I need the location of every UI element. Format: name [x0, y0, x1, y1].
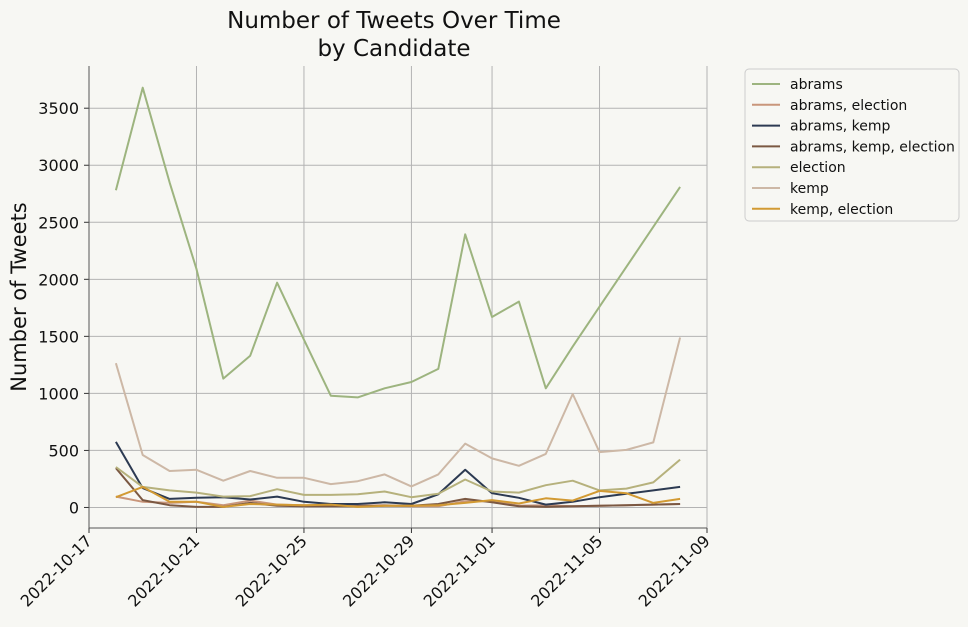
y-tick-label: 2500	[38, 213, 79, 232]
legend-label: abrams, kemp	[790, 119, 890, 135]
legend-label: abrams, kemp, election	[790, 139, 955, 155]
y-tick-label: 500	[48, 441, 79, 460]
y-tick-label: 3000	[38, 156, 79, 175]
legend: abrams abrams, election abrams, kemp abrams…	[744, 68, 960, 222]
y-tick-label: 1000	[38, 384, 79, 403]
legend-label: election	[790, 160, 846, 176]
y-axis-label: Number of Tweets	[7, 202, 31, 392]
series-line-election	[115, 458, 681, 499]
y-tick-label: 1500	[38, 327, 79, 346]
series-line-abrams-kemp	[115, 441, 681, 506]
y-tick-label: 0	[69, 498, 79, 517]
series-lines	[114, 86, 682, 508]
series-line-kemp	[114, 337, 682, 488]
legend-label: kemp, election	[790, 202, 893, 218]
series-line-kemp-election	[115, 485, 681, 508]
legend-label: abrams, election	[790, 98, 907, 114]
chart-title-line-2: by Candidate	[317, 36, 470, 62]
legend-label: abrams	[790, 77, 843, 93]
chart-title-line-1: Number of Tweets Over Time	[227, 8, 561, 34]
y-tick-label: 3500	[38, 99, 79, 118]
y-tick-label: 2000	[38, 270, 79, 289]
legend-box	[744, 68, 960, 222]
series-line-abrams	[114, 86, 681, 399]
legend-label: kemp	[790, 181, 829, 197]
